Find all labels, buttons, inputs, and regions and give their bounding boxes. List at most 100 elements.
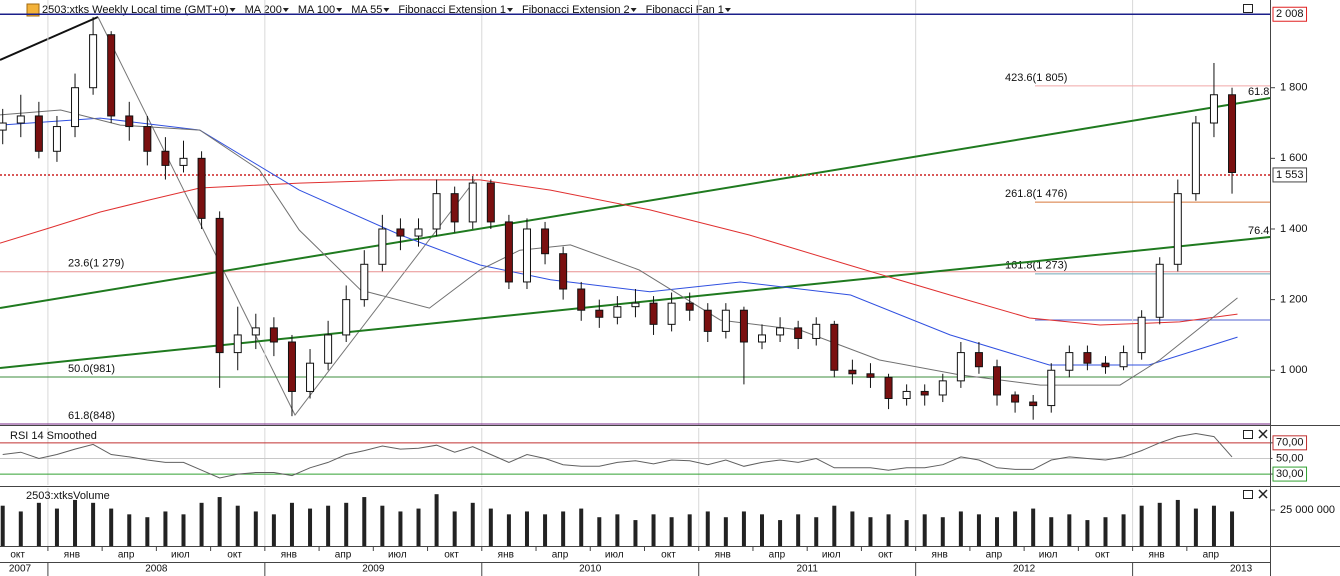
x-tick-label: окт <box>10 550 25 561</box>
candle-body <box>396 228 405 237</box>
volume-bar <box>922 514 927 546</box>
rsi-title[interactable]: RSI 14 Smoothed <box>10 430 97 442</box>
x-tick-label: окт <box>444 550 459 561</box>
candle-body <box>1191 122 1200 195</box>
close-button[interactable] <box>1258 429 1268 439</box>
y-tick-label: 1 000 <box>1280 364 1308 376</box>
candle-body <box>595 309 604 318</box>
x-tick-label: апр <box>1203 550 1220 561</box>
volume-bar <box>687 514 692 546</box>
toolbar-item[interactable]: Fibonacci Extension 1 <box>398 4 506 16</box>
candle-body <box>649 302 658 325</box>
dropdown-arrow <box>724 8 731 12</box>
moving-average <box>0 117 1238 366</box>
candle-body <box>685 302 694 311</box>
fibonacci-extension-path <box>97 16 476 416</box>
volume-bar <box>723 517 728 546</box>
candle-body <box>1029 401 1038 407</box>
volume-bar <box>271 514 276 546</box>
toolbar-item[interactable]: 2503:xtks Weekly Local time (GMT+0) <box>42 4 229 16</box>
volume-bar <box>1121 514 1126 546</box>
toolbar-item[interactable]: MA 100 <box>298 4 335 16</box>
candle-body <box>0 122 7 131</box>
symbol-icon[interactable] <box>26 3 40 17</box>
volume-bar <box>904 520 909 546</box>
volume-bar <box>1193 508 1198 546</box>
volume-bar <box>308 508 313 546</box>
moving-average <box>0 179 1238 326</box>
candle-body <box>812 323 821 339</box>
volume-bar <box>868 517 873 546</box>
volume-title[interactable]: 2503:xtksVolume <box>26 490 110 502</box>
volume-bar <box>1230 511 1235 546</box>
volume-bar <box>109 508 114 546</box>
candle-body <box>269 327 278 343</box>
candle-body <box>161 150 170 166</box>
candle-body <box>848 369 857 375</box>
close-button[interactable] <box>1258 489 1268 499</box>
toolbar-item[interactable]: MA 200 <box>245 4 282 16</box>
volume-bar <box>597 517 602 546</box>
dropdown-arrow <box>282 8 289 12</box>
toolbar-item[interactable]: MA 55 <box>351 4 382 16</box>
volume-bar <box>217 497 222 546</box>
y-tick-label-box <box>1272 435 1308 451</box>
dropdown-arrow <box>383 8 390 12</box>
volume-bar <box>579 508 584 546</box>
candle-body <box>1047 369 1056 407</box>
volume-bar <box>54 508 59 546</box>
volume-bar <box>452 511 457 546</box>
x-tick-label: окт <box>878 550 893 561</box>
dropdown-arrow <box>630 8 637 12</box>
volume-bar <box>127 514 132 546</box>
x-tick-label: апр <box>118 550 135 561</box>
volume-bar <box>163 511 168 546</box>
candle-body <box>16 115 25 124</box>
maximize-button[interactable] <box>1243 430 1253 439</box>
x-tick-label: апр <box>335 550 352 561</box>
candle-body <box>432 193 441 230</box>
candle-body <box>34 115 43 152</box>
volume-bar <box>524 511 529 546</box>
candle-body <box>107 34 116 117</box>
price-marker-label: 1 553 <box>1276 169 1304 181</box>
candle-body <box>1083 352 1092 364</box>
volume-bar <box>362 497 367 546</box>
candle-body <box>758 334 766 343</box>
toolbar-item[interactable]: Fibonacci Extension 2 <box>522 4 630 16</box>
volume-bar <box>1139 505 1144 546</box>
volume-bar <box>73 499 78 546</box>
volume-bar <box>1067 514 1072 546</box>
candle-body <box>179 157 188 166</box>
maximize-button[interactable] <box>1243 4 1253 13</box>
volume-bar <box>199 502 204 546</box>
candle-body <box>52 126 61 152</box>
candle-body <box>667 302 676 325</box>
candle-body <box>631 302 640 308</box>
y-tick-label: 1 400 <box>1280 223 1308 235</box>
x-tick-label: янв <box>1148 550 1164 561</box>
x-tick-label: янв <box>715 550 731 561</box>
volume-bar <box>850 511 855 546</box>
year-label: 2008 <box>145 564 168 575</box>
toolbar-item[interactable]: Fibonacci Fan 1 <box>646 4 724 16</box>
x-tick-label: июл <box>388 550 407 561</box>
maximize-button[interactable] <box>1243 490 1253 499</box>
y-tick-label: 1 800 <box>1280 82 1308 94</box>
volume-bar <box>886 514 891 546</box>
volume-bar <box>814 517 819 546</box>
volume-bar <box>1049 517 1054 546</box>
y-tick-label: 1 600 <box>1280 152 1308 164</box>
candle-body <box>830 323 839 371</box>
dropdown-arrow <box>336 8 343 12</box>
candle-body <box>287 341 296 392</box>
volume-bar <box>470 502 475 546</box>
volume-bar <box>741 511 746 546</box>
candle-body <box>559 253 568 290</box>
candle-body <box>703 309 712 332</box>
y-tick-label: 30,00 <box>1276 468 1304 480</box>
y-tick-label: 50,00 <box>1276 452 1304 464</box>
candle-body <box>486 182 495 223</box>
